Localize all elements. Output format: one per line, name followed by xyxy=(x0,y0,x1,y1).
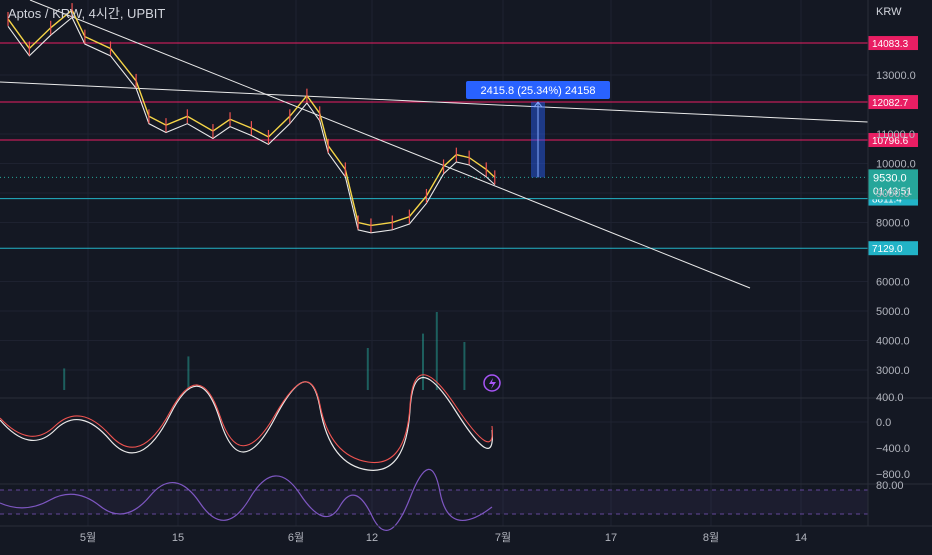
x-tick-label: 6월 xyxy=(288,531,304,544)
x-tick-label: 12 xyxy=(366,532,378,544)
y-tick-label: 10000.0 xyxy=(876,159,916,171)
measure-tool[interactable]: 2415.8 (25.34%) 24158 xyxy=(466,81,610,178)
osc-signal-line xyxy=(0,377,493,471)
horizontal-levels[interactable]: 14083.3 12082.7 10796.6 8811.4 7129.0 xyxy=(0,36,918,256)
level-price-badge xyxy=(868,36,918,51)
y-tick-label: 3000.0 xyxy=(876,365,910,377)
level-price-label: 14083.3 xyxy=(872,39,909,50)
y-tick-label: 6000.0 xyxy=(876,277,910,289)
level-price-label: 8811.4 xyxy=(872,195,902,206)
y-tick-label: 5000.0 xyxy=(876,306,910,318)
x-tick-label: 14 xyxy=(795,532,807,544)
axes xyxy=(0,0,932,527)
y-tick-label: 13000.0 xyxy=(876,70,916,82)
volume-bar xyxy=(463,342,466,390)
y-tick-label: 9000.0 xyxy=(876,188,910,200)
volume-bars xyxy=(63,312,501,392)
oscillator-panel: 400.0 0.0 −400.0 −800.0 xyxy=(0,374,932,481)
volume-bar xyxy=(422,333,424,390)
x-tick-label: 7월 xyxy=(495,531,511,544)
x-tick-label: 5월 xyxy=(80,531,96,544)
osc-tick-label: −800.0 xyxy=(876,469,910,481)
axis-labels: 5월 15 6월 12 7월 17 8월 14 13000.0 11000.0 10000.0 900… xyxy=(80,70,916,544)
measure-label-bg xyxy=(466,81,610,99)
osc-main-line xyxy=(0,374,493,464)
x-tick-label: 17 xyxy=(605,532,617,544)
rsi-line xyxy=(0,468,493,531)
level-price-label: 7129.0 xyxy=(872,244,903,255)
descending-trendline xyxy=(29,0,751,289)
level-price-badge xyxy=(868,133,918,148)
level-price-label: 12082.7 xyxy=(872,98,909,109)
x-tick-label: 8월 xyxy=(703,531,719,544)
rsi-panel: 80.00 xyxy=(0,468,932,531)
rsi-tick-label: 80.00 xyxy=(876,480,904,492)
level-price-badge xyxy=(868,95,918,110)
volume-bar xyxy=(435,312,438,390)
x-tick-label: 15 xyxy=(172,532,184,544)
moving-average-line xyxy=(7,16,496,234)
currency-label: KRW xyxy=(876,6,902,18)
grid-lines xyxy=(0,0,868,526)
volume-bar xyxy=(187,356,190,390)
y-tick-label: 4000.0 xyxy=(876,336,910,348)
osc-tick-label: 0.0 xyxy=(876,417,891,429)
measure-arrowhead xyxy=(533,101,543,108)
measure-label: 2415.8 (25.34%) 24158 xyxy=(481,85,596,97)
y-tick-label: 8000.0 xyxy=(876,218,910,230)
osc-tick-label: −400.0 xyxy=(876,443,910,455)
level-price-label: 10796.6 xyxy=(872,136,909,147)
y-tick-label: 11000.0 xyxy=(876,129,915,141)
rsi-band xyxy=(0,490,868,514)
osc-tick-label: 400.0 xyxy=(876,392,904,404)
volume-bar xyxy=(366,348,369,390)
level-price-badge xyxy=(868,241,918,256)
flat-trendline xyxy=(0,81,869,123)
last-price-label: 9530.0 xyxy=(873,172,907,184)
lightning-icon-glyph xyxy=(489,378,496,389)
price-series: 9530.0 01:43:51 xyxy=(0,3,918,234)
trend-lines[interactable] xyxy=(0,0,869,289)
candle-countdown: 01:43:51 xyxy=(873,186,912,197)
chart-title: Aptos / KRW, 4시간, UPBIT xyxy=(8,6,165,21)
last-price-badge xyxy=(868,169,918,200)
volume-bar xyxy=(63,368,66,390)
lightning-icon xyxy=(483,374,501,392)
